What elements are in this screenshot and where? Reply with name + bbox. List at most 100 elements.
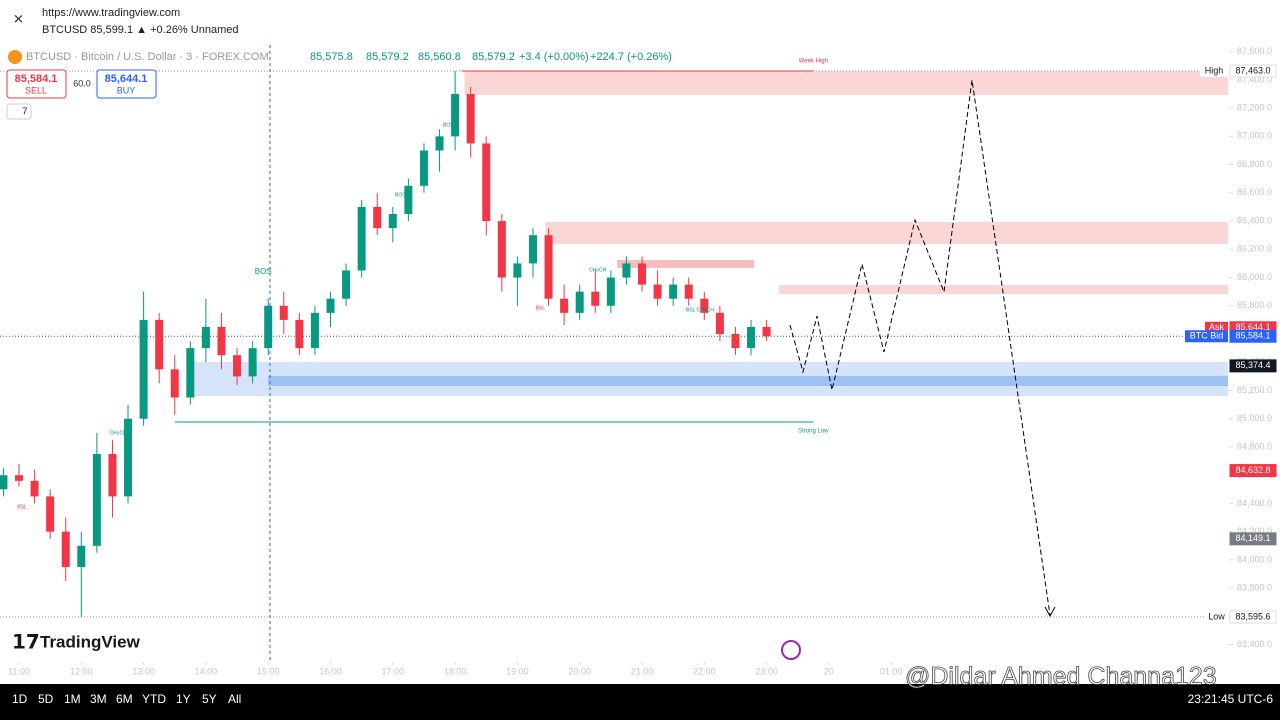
y-tick-label: 83,800.0 [1237, 583, 1272, 593]
candle-body [264, 305, 273, 349]
price-label-box [1229, 532, 1277, 546]
buy-button[interactable] [96, 69, 157, 99]
y-tick-label: 86,600.0 [1237, 187, 1272, 197]
zone [545, 222, 1228, 244]
y-tick-label: 84,200.0 [1237, 526, 1272, 536]
timeframe-button[interactable]: 3M [90, 692, 107, 706]
price-label: 85,374.4 [1235, 360, 1270, 370]
timeframe-button[interactable]: 1D [12, 692, 28, 706]
candle-body [731, 334, 740, 349]
price-label: 84,149.1 [1235, 533, 1270, 543]
price-tag: Low [1208, 611, 1225, 621]
forecast-arrow [1044, 606, 1056, 618]
y-tick-label: 87,400.0 [1237, 74, 1272, 84]
candle-body [124, 418, 133, 497]
x-tick-label: 11:00 [8, 666, 30, 676]
timeframe-button[interactable]: YTD [142, 692, 166, 706]
plot: 83,400.083,600.083,800.084,000.084,200.0… [0, 40, 1280, 676]
y-tick-label: 84,000.0 [1237, 554, 1272, 564]
price-tag-box [1200, 65, 1228, 77]
buy-price: 85,644.1 [105, 73, 148, 85]
tv-mark: 𝟭𝟳 [12, 631, 40, 653]
candle-body [575, 291, 584, 313]
annotation: BOS [395, 192, 406, 198]
candle-body [279, 305, 288, 320]
candle-body [591, 291, 600, 306]
price-axis [1229, 40, 1280, 662]
ohlc-open: 85,575.8 [310, 51, 353, 63]
candle-body [388, 214, 397, 229]
x-tick-label: 01:00 [880, 666, 903, 676]
sell-button[interactable] [6, 69, 67, 99]
x-tick-label: 18:00 [444, 666, 467, 676]
price-label: 87,463.0 [1235, 65, 1270, 75]
zone [779, 285, 1228, 295]
timeframe-button[interactable]: 6M [116, 692, 133, 706]
x-tick-label: 12:00 [70, 666, 93, 676]
candle-body [342, 270, 351, 299]
btc-icon [8, 50, 22, 64]
y-tick-label: 86,200.0 [1237, 244, 1272, 254]
candle-body [638, 263, 646, 285]
bottom-toolbar [0, 684, 1280, 720]
clock: 23:21:45 UTC-6 [1188, 692, 1274, 706]
x-tick-label: 17:00 [382, 666, 405, 676]
candle-body [606, 277, 615, 306]
buy-label: BUY [117, 85, 136, 95]
price-tag: High [1205, 65, 1224, 75]
annotation: BSL CHoCH [686, 307, 714, 313]
forecast-path [789, 79, 1051, 616]
replay-icon[interactable] [781, 640, 801, 660]
annotation: BSL [17, 504, 27, 510]
ohlc-low: 85,560.8 [418, 51, 461, 63]
y-tick-label: 86,400.0 [1237, 215, 1272, 225]
candle-body [762, 326, 771, 337]
level-label: Strong Low [798, 429, 829, 435]
timeframe-button[interactable]: 1Y [176, 692, 191, 706]
sell-label: SELL [25, 85, 47, 95]
day-change: +224.7 (+0.26%) [590, 51, 672, 63]
y-tick-label: 86,800.0 [1237, 159, 1272, 169]
candle-body [92, 454, 101, 546]
x-tick-label: 13:00 [132, 666, 155, 676]
price-tag-box [1205, 610, 1228, 623]
candle-body [357, 206, 366, 271]
collapse-button[interactable] [6, 103, 32, 120]
x-tick-label: 16:00 [319, 666, 342, 676]
timeframes: 1D 5D 1M 3M 6M YTD 1Y 5Y All [12, 692, 241, 706]
timeframe-button[interactable]: All [228, 692, 241, 706]
price-label-box [1229, 329, 1277, 343]
candle-body [201, 326, 210, 349]
timeframe-button[interactable]: 1M [64, 692, 81, 706]
candle-body [295, 319, 304, 349]
price-label: 83,595.6 [1235, 611, 1270, 621]
timeframe-button[interactable]: 5D [38, 692, 54, 706]
candle-body [684, 284, 693, 299]
candle-body [61, 531, 70, 567]
sell-price: 85,584.1 [15, 73, 58, 85]
logo: TradingView [40, 632, 141, 651]
candle-body [528, 235, 537, 264]
y-tick-label: 87,200.0 [1237, 103, 1272, 113]
x-tick-label: 22:00 [693, 666, 716, 676]
timeframe-button[interactable]: 5Y [202, 692, 217, 706]
browser-bar [0, 0, 1280, 40]
change: +3.4 (+0.00%) [519, 51, 589, 63]
x-tick-label: 20:00 [568, 666, 591, 676]
candle-body [326, 298, 335, 313]
annotation: BOS [443, 122, 454, 128]
x-tick-label: 20 [824, 666, 834, 676]
candle-body [435, 136, 444, 151]
symbol-title: BTCUSD · Bitcoin / U.S. Dollar · 3 · FOR… [26, 51, 269, 63]
y-tick-label: 85,000.0 [1237, 413, 1272, 423]
y-tick-label: 87,600.0 [1237, 46, 1272, 56]
url: https://www.tradingview.com [42, 7, 180, 19]
candle-body [0, 475, 8, 490]
annotation: BSL [536, 305, 546, 311]
candle-body [233, 355, 242, 377]
candle-body [170, 369, 179, 398]
candle-body [77, 545, 86, 567]
y-tick-label: 84,400.0 [1237, 498, 1272, 508]
x-tick-label: 21:00 [631, 666, 654, 676]
